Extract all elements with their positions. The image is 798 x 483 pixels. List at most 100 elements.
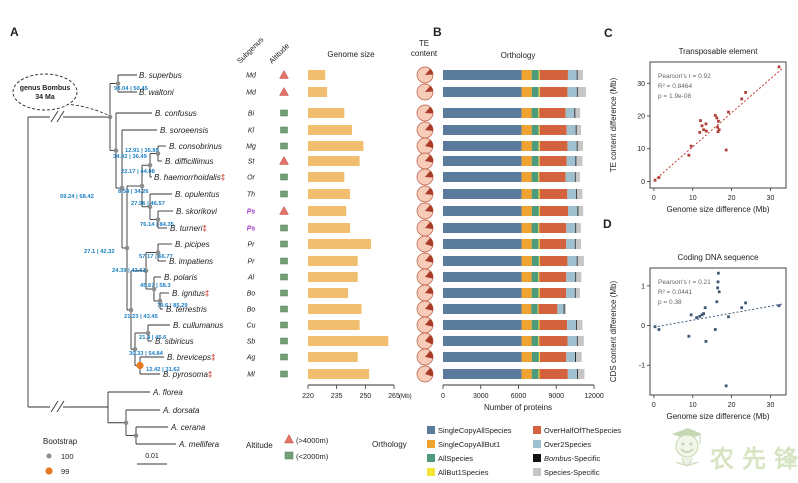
orthology-segment-overhalfofthespecies — [539, 336, 568, 346]
divergence-time-label: 76.14 | 84.35 — [140, 222, 175, 228]
orthology-segment-allspecies — [531, 87, 539, 97]
altitude-header: Altitude — [267, 41, 291, 65]
subgenus-code: Cu — [247, 323, 256, 330]
orthology-legend-swatch — [533, 468, 541, 476]
orthology-legend-label: OverHalfOfTheSpecies — [544, 426, 621, 435]
scatter-y-axis-title: TE content difference (Mb) — [609, 77, 618, 172]
subgenus-code: Bi — [248, 111, 255, 118]
branch-break-slash — [50, 110, 59, 123]
tree-node-dot — [145, 330, 151, 336]
orthology-segment-singlecopyallbut1 — [521, 70, 532, 80]
orthology-segment-overhalfofthespecies — [539, 108, 566, 118]
altitude-low-square-icon — [280, 289, 288, 297]
tree-node-dot — [128, 307, 134, 313]
orthology-segment-singlecopyallspecies — [443, 304, 522, 314]
tree-node-dot — [157, 298, 163, 304]
altitude-low-square-icon — [280, 240, 288, 248]
orthology-segment-over2species — [567, 256, 577, 266]
scatter-data-point — [657, 176, 661, 179]
extinct-marker: ‡ — [211, 353, 215, 362]
te-content-pie-wedge — [425, 302, 433, 311]
scatter-data-point — [695, 316, 699, 320]
orthology-segment-singlecopyallbut1 — [521, 223, 532, 233]
orthology-segment-allbut1species — [538, 108, 540, 118]
bootstrap-legend-value: 99 — [61, 467, 69, 476]
shape: B. sibiricus — [155, 337, 194, 346]
scatter-title: Transposable element — [679, 47, 759, 56]
shape: B. difficillimus — [165, 157, 213, 166]
tree-node-dot — [147, 204, 153, 210]
orthology-segment-singlecopyallspecies — [443, 87, 522, 97]
tree-node-dot — [113, 148, 119, 153]
orthology-segment-allbut1species — [538, 141, 540, 151]
scatter-data-point — [657, 328, 661, 331]
shape — [680, 448, 694, 453]
orthology-segment-singlecopyallspecies — [443, 108, 522, 118]
genome-size-bar — [308, 223, 351, 233]
te-content-pie-wedge — [425, 68, 433, 75]
scatter-data-point — [716, 125, 720, 129]
scatter-data-point — [687, 334, 691, 338]
orthology-segment-allspecies — [531, 336, 539, 346]
genome-size-bar — [308, 206, 347, 216]
orthology-segment-allbut1species — [538, 87, 540, 97]
scatter-data-point — [740, 97, 744, 101]
orthology-segment-singlecopyallspecies — [443, 320, 522, 330]
scatter-stats-line: Pearson's r = 0.21 — [658, 279, 711, 286]
te-content-pie-wedge — [425, 221, 433, 230]
genome-size-bar — [308, 369, 370, 379]
orthology-segment-overhalfofthespecies — [539, 223, 567, 233]
scatter-data-point — [740, 306, 744, 310]
te-content-pie-wedge — [425, 204, 433, 213]
scatter-x-axis-title: Genome size difference (Mb) — [666, 412, 769, 421]
species-name: B. cullumanus — [173, 321, 223, 330]
orthology-segment-allbut1species — [538, 272, 540, 282]
orthology-segment-overhalfofthespecies — [538, 304, 558, 314]
genome-size-header: Genome size — [327, 50, 375, 59]
scatter-trend-line — [653, 68, 783, 182]
altitude-low-square-icon — [280, 126, 288, 134]
orthology-segment-species-specific — [578, 206, 584, 216]
tree-node-dot-bootstrap-99 — [136, 361, 144, 370]
scatter-data-point — [724, 384, 728, 388]
te-content-pie-wedge — [425, 254, 433, 263]
orthology-segment-allspecies — [531, 352, 539, 362]
orthology-segment-overhalfofthespecies — [539, 352, 567, 362]
scatter-data-point — [713, 328, 717, 331]
altitude-low-square-icon — [280, 109, 288, 117]
altitude-low-square-icon — [280, 273, 288, 281]
orthology-segment-over2species — [568, 206, 578, 216]
scatter-y-tick-label: 10 — [637, 146, 645, 153]
orthology-segment-singlecopyallbut1 — [521, 256, 532, 266]
te-content-pie-wedge — [425, 139, 433, 149]
orthology-segment-bombus-specific — [576, 70, 578, 80]
orthology-segment-bombus-specific — [576, 256, 578, 266]
orthology-segment-allspecies — [531, 125, 539, 135]
shape: B. picipes — [175, 240, 210, 249]
orthology-segment-overhalfofthespecies — [539, 87, 568, 97]
genome-size-bar — [308, 239, 372, 249]
altitude-low-square-icon — [280, 305, 288, 313]
orthology-segment-over2species — [567, 320, 577, 330]
orthology-segment-species-specific — [576, 352, 582, 362]
orthology-segment-singlecopyallbut1 — [521, 156, 532, 166]
tree-node-dot — [107, 114, 113, 120]
subgenus-code: Al — [247, 275, 255, 282]
orthology-segment-singlecopyallspecies — [443, 70, 522, 80]
scatter-data-point — [687, 153, 691, 157]
watermark-mascot-cap-icon — [672, 428, 702, 440]
orthology-segment-over2species — [566, 156, 576, 166]
scatter-y-tick-label: 30 — [637, 81, 645, 88]
genome-size-bar — [308, 141, 364, 151]
orthology-segment-bombus-specific — [575, 156, 577, 166]
subgenus-code: Bo — [247, 291, 256, 298]
orthology-segment-allspecies — [531, 108, 539, 118]
branch-break-slash — [56, 400, 65, 413]
tree-node-dot — [155, 217, 161, 222]
divergence-time-label: 12.91 | 35.85 — [125, 148, 160, 154]
species-name: B. ignitus‡ — [172, 289, 209, 298]
orthology-segment-over2species — [567, 141, 577, 151]
te-content-pie-wedge — [425, 286, 433, 295]
orthology-axis-tick-label: 12000 — [584, 393, 604, 400]
panel-label-a: A — [10, 25, 19, 39]
